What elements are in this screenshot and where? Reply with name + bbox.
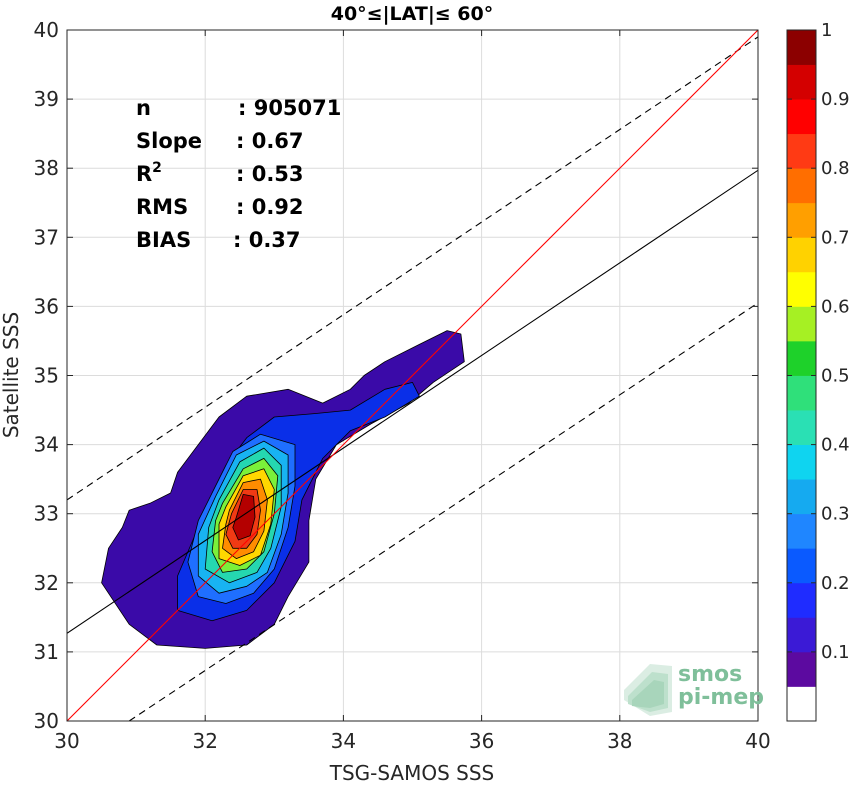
x-tick-label: 38 [607, 729, 632, 753]
colorbar-swatch [787, 410, 816, 445]
colorbar-swatch [787, 99, 816, 135]
axis-ticks: 30 32 34 36 38 40 30 31 32 33 34 35 36 37 38 39 40 [34, 18, 771, 753]
y-tick-label: 40 [34, 18, 59, 42]
stat-value-slope: : 0.67 [236, 129, 304, 153]
colorbar-swatch [787, 686, 816, 722]
stat-key-rms: RMS [136, 195, 188, 219]
y-axis-label: Satellite SSS [0, 312, 23, 438]
logo-icon [624, 664, 672, 716]
colorbar-swatch [787, 340, 816, 376]
y-tick-label: 31 [34, 640, 59, 664]
y-tick-label: 39 [34, 87, 59, 111]
x-tick-label: 40 [745, 729, 770, 753]
colorbar-tick-label: 0.1 [821, 642, 850, 663]
logo-text-smos: smos [678, 662, 742, 687]
regression-line [67, 169, 758, 634]
colorbar-swatch [787, 582, 816, 618]
colorbar-swatch [787, 617, 816, 653]
colorbar-tick-label: 1 [821, 20, 832, 41]
y-tick-label: 38 [34, 156, 59, 180]
colorbar-swatch [787, 479, 816, 515]
colorbar-tick-label: 0.9 [821, 89, 850, 110]
stat-value-n: : 905071 [238, 96, 341, 120]
colorbar-tick-label: 0.8 [821, 158, 850, 179]
y-tick-label: 32 [34, 571, 59, 595]
x-tick-label: 36 [469, 729, 494, 753]
one-to-one-line [67, 30, 758, 721]
stat-key-n: n [136, 96, 151, 120]
x-tick-label: 32 [192, 729, 217, 753]
stat-key-slope: Slope [136, 129, 202, 153]
x-axis-label: TSG-SAMOS SSS [329, 761, 495, 784]
chart-title: 40°≤|LAT|≤ 60° [331, 3, 494, 25]
colorbar-swatch [787, 168, 816, 204]
colorbar-tick-label: 0.5 [821, 366, 850, 387]
colorbar-tick-label: 0.4 [821, 435, 850, 456]
stat-key-bias: BIAS [136, 228, 191, 252]
logo-text-pi-mep: pi-mep [678, 685, 764, 710]
colorbar: 0.1 0.2 0.3 0.4 0.5 0.6 0.7 0.8 0.9 1 [786, 20, 850, 722]
colorbar-tick-label: 0.7 [821, 227, 850, 248]
upper-bound-dashed-line [67, 36, 758, 501]
stat-key-superscript: 2 [152, 160, 162, 176]
y-tick-label: 34 [34, 433, 59, 457]
colorbar-tick-label: 0.2 [821, 573, 850, 594]
smos-pi-mep-logo: smos pi-mep [624, 662, 764, 716]
x-tick-label: 30 [54, 729, 79, 753]
stat-value-bias: : 0.37 [233, 228, 301, 252]
colorbar-swatch [787, 306, 816, 342]
plot-area: 30 32 34 36 38 40 30 31 32 33 34 35 36 37 38 39 40 [34, 18, 771, 753]
y-tick-label: 33 [34, 502, 59, 526]
colorbar-swatch [787, 375, 816, 411]
colorbar-swatch [787, 548, 816, 584]
density-contours [101, 330, 465, 649]
reference-lines [67, 30, 758, 721]
lower-bound-dashed-line [128, 302, 758, 721]
colorbar-tick-label: 0.3 [821, 504, 850, 525]
colorbar-swatch [787, 133, 816, 169]
colorbar-swatch [787, 237, 816, 273]
y-tick-label: 37 [34, 225, 59, 249]
colorbar-swatch [787, 202, 816, 238]
density-contour-0.95 [232, 493, 256, 541]
y-tick-label: 35 [34, 364, 59, 388]
colorbar-swatch [787, 30, 816, 65]
colorbar-swatch [787, 64, 816, 100]
x-tick-label: 34 [331, 729, 356, 753]
colorbar-swatch [787, 513, 816, 549]
y-tick-label: 30 [34, 709, 59, 733]
y-tick-label: 36 [34, 294, 59, 318]
stat-value-r: : 0.53 [236, 162, 304, 186]
stat-value-rms: : 0.92 [236, 195, 304, 219]
colorbar-swatch [787, 444, 816, 480]
colorbar-swatch [787, 651, 816, 687]
colorbar-swatch [787, 271, 816, 307]
colorbar-tick-label: 0.6 [821, 296, 850, 317]
